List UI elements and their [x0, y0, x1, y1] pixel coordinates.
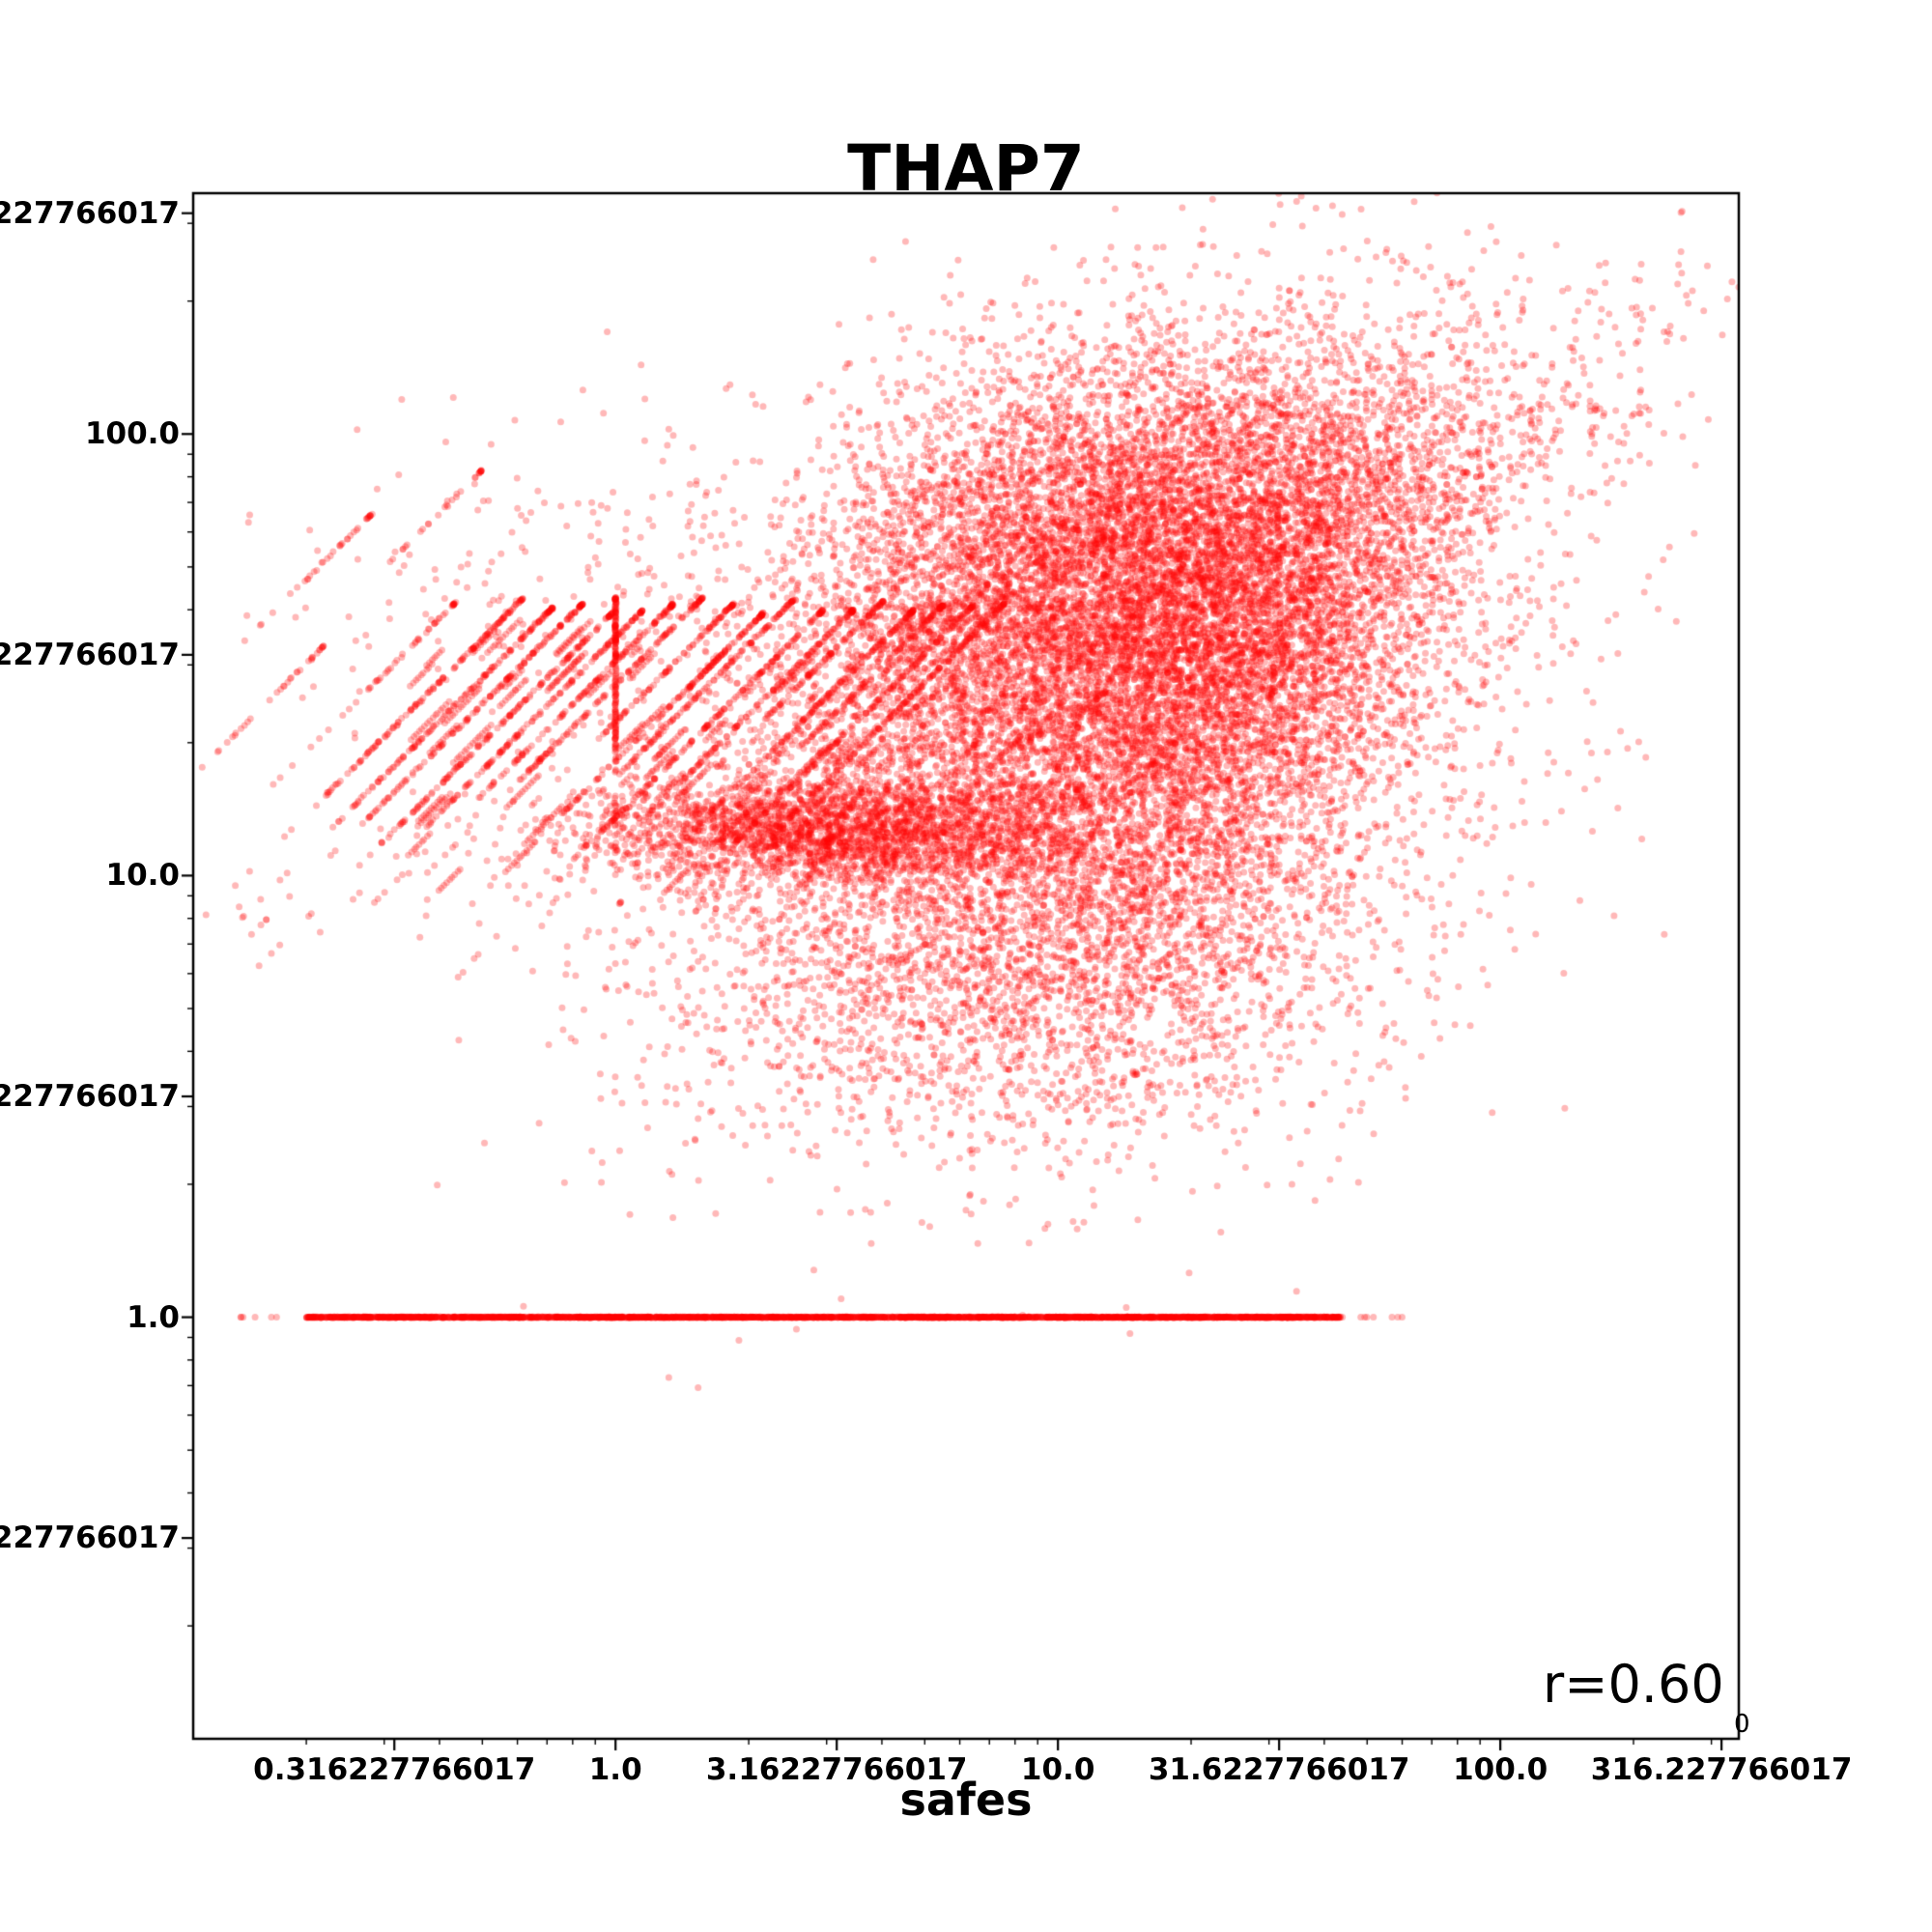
y-tick-label: 1.0	[127, 1299, 180, 1335]
x-tick-label: 10.0	[1020, 1752, 1095, 1787]
y-tick-label: 31.6227766017	[0, 637, 180, 672]
y-tick-label: 316.227766017	[0, 195, 180, 231]
y-tick-label: 3.16227766017	[0, 1079, 180, 1114]
y-tick-label: 10.0	[105, 858, 181, 894]
x-tick-label: 100.0	[1453, 1752, 1548, 1787]
corner-stray-tick-label: 0	[1734, 1710, 1750, 1739]
correlation-annotation: r=0.60	[1543, 1654, 1724, 1715]
x-tick-label: 316.227766017	[1590, 1752, 1853, 1787]
y-tick-label: 100.0	[84, 416, 180, 452]
x-axis-label: safes	[899, 1774, 1033, 1826]
y-tick-label: 0.316227766017	[0, 1520, 180, 1556]
chart-title: THAP7	[847, 131, 1085, 206]
x-tick-label: 1.0	[588, 1752, 642, 1787]
x-tick-label: 31.6227766017	[1148, 1752, 1410, 1787]
x-tick-label: 0.316227766017	[253, 1752, 536, 1787]
x-tick-label: 3.16227766017	[705, 1752, 968, 1787]
